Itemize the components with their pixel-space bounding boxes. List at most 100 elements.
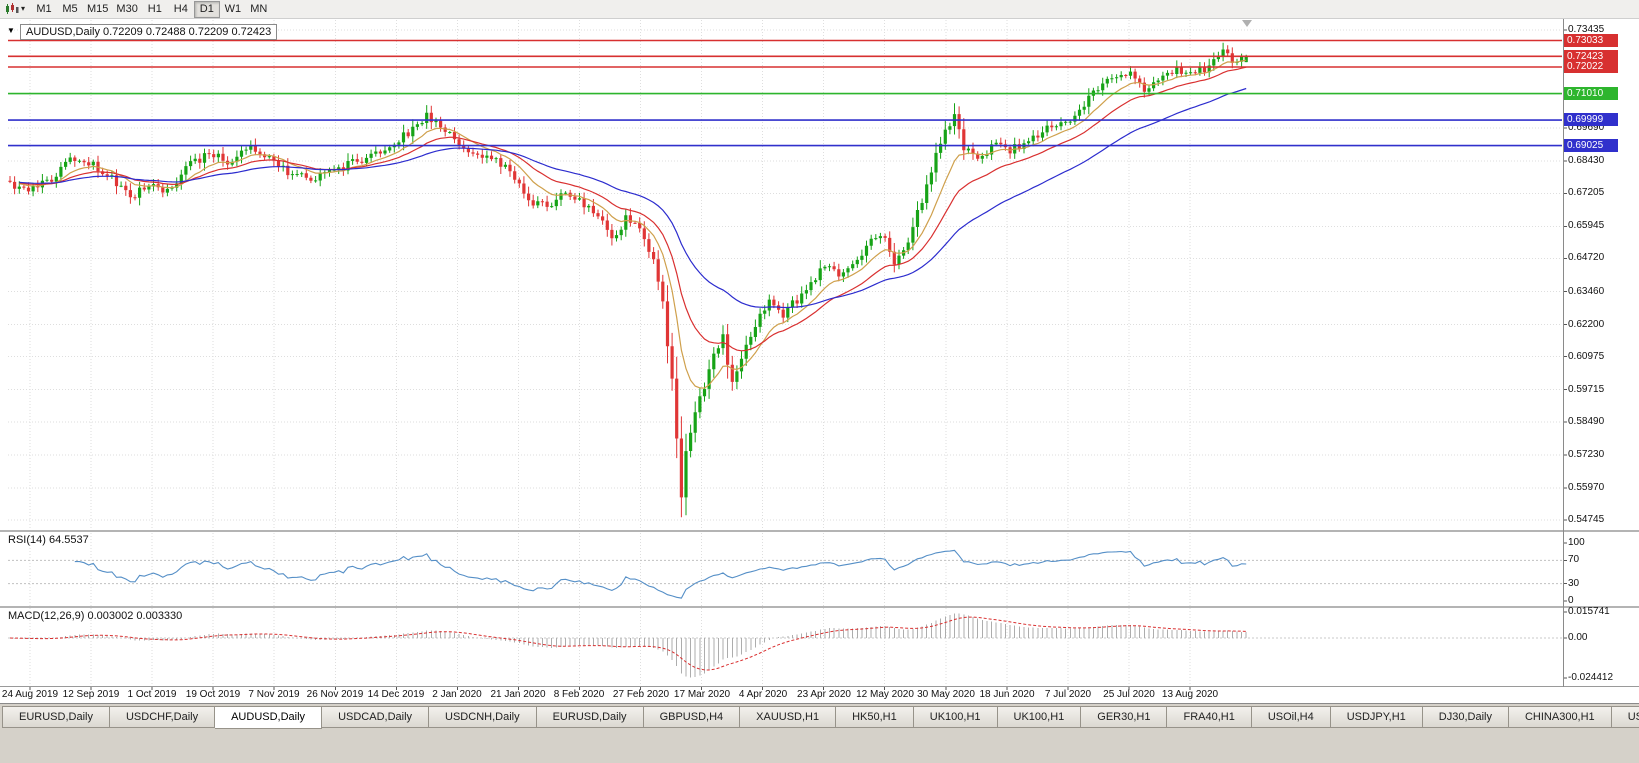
- timeframe-button-m15[interactable]: M15: [87, 2, 109, 15]
- price-level-tag: 0.72423: [1564, 50, 1618, 63]
- chart-tab-fra40-h1[interactable]: FRA40,H1: [1167, 706, 1252, 728]
- date-axis-label: 12 May 2020: [856, 689, 914, 700]
- macd-axis-tick: 0.015741: [1568, 606, 1610, 617]
- date-axis-label: 8 Feb 2020: [553, 689, 605, 700]
- chart-tab-eurusd-daily[interactable]: EURUSD,Daily: [2, 706, 110, 728]
- chart-tab-xauusd-h1[interactable]: XAUUSD,H1: [740, 706, 837, 728]
- price-axis-tick: 0.63460: [1568, 286, 1605, 297]
- price-axis-tick: 0.64720: [1568, 252, 1605, 263]
- grid-lines: [8, 20, 1562, 686]
- rsi-line: [74, 549, 1247, 599]
- timeframe-button-h1[interactable]: H1: [147, 2, 162, 15]
- chart-tab-audusd-daily[interactable]: AUDUSD,Daily: [215, 706, 323, 729]
- rsi-axis-tick: 30: [1568, 578, 1580, 589]
- macd-axis-tick: -0.024412: [1568, 672, 1614, 683]
- price-axis-tick: 0.62200: [1568, 319, 1605, 330]
- price-axis-tick: 0.69690: [1568, 122, 1605, 133]
- rsi-axis-tick: 70: [1568, 554, 1580, 565]
- chart-canvas[interactable]: [0, 0, 1639, 703]
- chart-type-icon[interactable]: [4, 2, 20, 16]
- chart-tab-ger30-h1[interactable]: GER30,H1: [1081, 706, 1168, 728]
- price-axis-tick: 0.57230: [1568, 449, 1605, 460]
- macd-signal-line: [9, 616, 1247, 671]
- chart-tab-usoil-h1[interactable]: USOil,H1: [1611, 706, 1639, 728]
- timeframe-button-h4[interactable]: H4: [173, 2, 188, 15]
- price-rsi-separator[interactable]: [0, 530, 1639, 532]
- chart-tab-usdcnh-daily[interactable]: USDCNH,Daily: [429, 706, 537, 728]
- chart-tab-china300-h1[interactable]: CHINA300,H1: [1508, 706, 1612, 728]
- price-axis-tick: 0.60975: [1568, 351, 1605, 362]
- price-axis-tick: 0.58490: [1568, 416, 1605, 427]
- moving-average-21: [19, 66, 1247, 352]
- rsi-axis-tick: 100: [1568, 537, 1585, 548]
- axis-tick-marks: [29, 29, 1567, 690]
- chart-tab-hk50-h1[interactable]: HK50,H1: [836, 706, 914, 728]
- timeframe-button-w1[interactable]: W1: [224, 2, 242, 15]
- macd-histogram: [14, 613, 1247, 678]
- price-axis-tick: 0.73435: [1568, 24, 1605, 35]
- date-axis-label: 1 Oct 2019: [127, 689, 177, 700]
- chart-tab-bar: EURUSD,Daily USDCHF,Daily AUDUSD,Daily USDC…: [0, 703, 1639, 763]
- chart-tab-usoil-h4[interactable]: USOil,H4: [1251, 706, 1331, 728]
- date-axis-label: 26 Nov 2019: [306, 689, 364, 700]
- support-resistance-lines[interactable]: [8, 39, 1562, 147]
- date-axis-label: 25 Jul 2020: [1103, 689, 1155, 700]
- date-axis-label: 12 Sep 2019: [62, 689, 120, 700]
- price-level-tag: 0.69025: [1564, 139, 1618, 152]
- candles-down: [8, 45, 1234, 518]
- date-axis-label: 13 Aug 2020: [1161, 689, 1219, 700]
- price-axis-tick: 0.55970: [1568, 482, 1605, 493]
- chart-tab-usdjpy-h1[interactable]: USDJPY,H1: [1330, 706, 1423, 728]
- chart-tab-eurusd-daily[interactable]: EURUSD,Daily: [536, 706, 644, 728]
- price-level-tag: 0.71010: [1564, 87, 1618, 100]
- date-axis-label: 4 Apr 2020: [738, 689, 788, 700]
- candles-up: [17, 42, 1248, 516]
- timeframe-button-m1[interactable]: M1: [36, 2, 52, 15]
- price-axis-tick: 0.59715: [1568, 384, 1605, 395]
- date-axis-label: 2 Jan 2020: [432, 689, 482, 700]
- price-level-tag: 0.72022: [1564, 60, 1618, 73]
- price-axis-tick: 0.67205: [1568, 187, 1605, 198]
- chart-tab-uk100-h1[interactable]: UK100,H1: [997, 706, 1082, 728]
- date-axis-label: 19 Oct 2019: [185, 689, 241, 700]
- timeframe-button-d1[interactable]: D1: [193, 0, 220, 18]
- chart-shift-marker-icon[interactable]: [1242, 20, 1252, 27]
- chart-tab-gbpusd-h4[interactable]: GBPUSD,H4: [643, 706, 741, 728]
- date-axis-label: 14 Dec 2019: [367, 689, 425, 700]
- price-level-tag: 0.73033: [1564, 34, 1618, 47]
- timeframe-button-mn[interactable]: MN: [250, 2, 268, 15]
- chart-symbol-ohlc-label: AUDUSD,Daily 0.72209 0.72488 0.72209 0.7…: [20, 24, 278, 40]
- date-axis-label: 30 May 2020: [917, 689, 975, 700]
- symbol-dropdown-caret-icon[interactable]: ▼: [7, 26, 15, 35]
- chart-tab-uk100-h1[interactable]: UK100,H1: [913, 706, 998, 728]
- rsi-indicator-label: RSI(14) 64.5537: [8, 534, 89, 546]
- timeframe-button-m5[interactable]: M5: [62, 2, 78, 15]
- moving-average-10: [19, 59, 1247, 389]
- price-level-tag: 0.69999: [1564, 113, 1618, 126]
- date-axis-label: 7 Nov 2019: [248, 689, 300, 700]
- moving-average-45: [19, 87, 1247, 309]
- date-axis-label: 24 Aug 2019: [1, 689, 59, 700]
- price-axis-tick: 0.54745: [1568, 514, 1605, 525]
- rsi-level-lines: [8, 559, 1562, 585]
- chart-tab-usdcad-daily[interactable]: USDCAD,Daily: [322, 706, 430, 728]
- date-axis-label: 17 Mar 2020: [673, 689, 731, 700]
- chart-tab-usdchf-daily[interactable]: USDCHF,Daily: [109, 706, 216, 728]
- rsi-axis-tick: 0: [1568, 595, 1574, 606]
- timeframe-button-m30[interactable]: M30: [116, 2, 138, 15]
- date-axis-label: 27 Feb 2020: [612, 689, 670, 700]
- chart-type-dropdown-caret-icon[interactable]: ▾: [21, 4, 26, 13]
- price-axis-tick: 0.68430: [1568, 155, 1605, 166]
- timeframe-toolbar: ▾ M1 M5 M15 M30 H1 H4 D1 W1 MN: [0, 0, 1639, 19]
- date-axis-label: 7 Jul 2020: [1044, 689, 1092, 700]
- macd-indicator-label: MACD(12,26,9) 0.003002 0.003330: [8, 610, 183, 622]
- timeframe-buttons: M1 M5 M15 M30 H1 H4 D1 W1 MN: [31, 0, 272, 18]
- date-axis-label: 23 Apr 2020: [797, 689, 851, 700]
- chart-tab-dj30-daily[interactable]: DJ30,Daily: [1422, 706, 1509, 728]
- chart-date-separator: [0, 686, 1639, 687]
- price-axis-tick: 0.65945: [1568, 220, 1605, 231]
- rsi-macd-separator[interactable]: [0, 606, 1639, 608]
- date-axis-label: 21 Jan 2020: [490, 689, 546, 700]
- macd-axis-tick: 0.00: [1568, 632, 1588, 643]
- candlestick-glyph: [6, 3, 19, 14]
